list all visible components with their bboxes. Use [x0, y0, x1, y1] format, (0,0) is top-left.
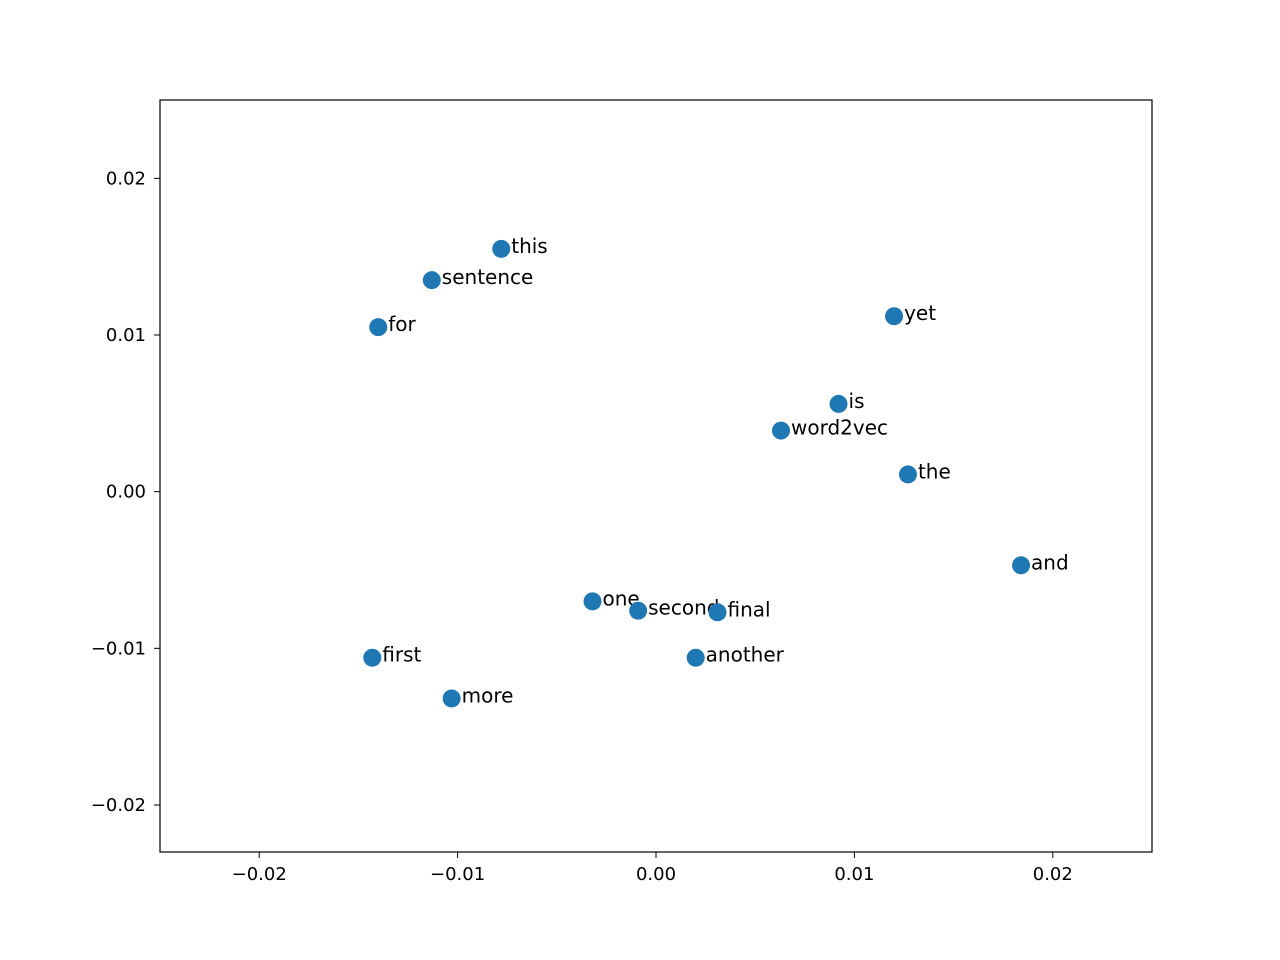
x-tick-label: 0.01	[834, 864, 874, 885]
scatter-point	[772, 422, 790, 440]
point-label: sentence	[442, 265, 534, 289]
y-tick-label: 0.02	[106, 168, 146, 189]
x-tick-label: 0.00	[636, 864, 676, 885]
y-tick-label: 0.00	[106, 482, 146, 503]
plot-border	[160, 100, 1152, 852]
scatter-point	[1012, 556, 1030, 574]
point-label: and	[1031, 550, 1069, 574]
point-label: is	[849, 389, 865, 413]
scatter-chart: −0.02 −0.01 0.00 0.01 0.02 −0.02 −0.01 0.00 0.01…	[0, 0, 1280, 960]
scatter-point	[709, 603, 727, 621]
point-label: more	[462, 683, 514, 707]
point-label: this	[511, 234, 548, 258]
x-tick-label: −0.02	[232, 864, 287, 885]
point-label: the	[918, 459, 951, 483]
point-label: final	[728, 597, 771, 621]
point-label: first	[382, 643, 421, 667]
point-label: for	[388, 312, 416, 336]
point-label: yet	[904, 301, 936, 325]
y-tick-label: 0.01	[106, 325, 146, 346]
x-tick-label: 0.02	[1033, 864, 1073, 885]
scatter-point	[363, 649, 381, 667]
scatter-point	[443, 689, 461, 707]
scatter-point	[629, 602, 647, 620]
scatter-point	[423, 271, 441, 289]
point-label: second	[648, 596, 719, 620]
scatter-point	[584, 592, 602, 610]
scatter-point	[899, 465, 917, 483]
point-label: word2vec	[791, 416, 888, 440]
x-tick-label: −0.01	[430, 864, 485, 885]
y-tick-label: −0.01	[91, 638, 146, 659]
point-label: another	[706, 643, 785, 667]
scatter-point	[369, 318, 387, 336]
chart-container: −0.02 −0.01 0.00 0.01 0.02 −0.02 −0.01 0.00 0.01…	[0, 0, 1280, 960]
scatter-point	[885, 307, 903, 325]
scatter-point	[687, 649, 705, 667]
scatter-point	[492, 240, 510, 258]
y-tick-label: −0.02	[91, 795, 146, 816]
scatter-point	[830, 395, 848, 413]
